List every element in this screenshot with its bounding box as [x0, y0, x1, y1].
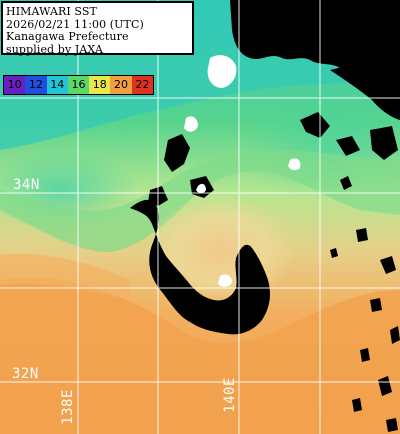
legend-cell: 20 — [110, 76, 132, 94]
land-coast-scatter — [300, 112, 398, 160]
legend-cell: 10 — [4, 76, 26, 94]
lat-label-32n: 32N — [12, 366, 39, 382]
green-swirl — [0, 150, 400, 252]
land-kanto — [230, 0, 400, 75]
land-central — [164, 134, 190, 172]
land-boso — [330, 60, 400, 120]
title-region: Kanagawa Prefecture — [6, 30, 129, 43]
cloud-gap — [288, 158, 301, 171]
warm-water — [0, 277, 400, 434]
legend-cell: 12 — [25, 76, 47, 94]
legend-cell: 22 — [131, 76, 153, 94]
legend-cell: 14 — [46, 76, 68, 94]
cloud-gap — [207, 55, 237, 88]
title-timestamp: 2026/02/21 11:00 (UTC) — [6, 17, 144, 31]
cloud-gap — [218, 274, 232, 287]
land-izu — [130, 199, 270, 335]
title-supplier: supplied by JAXA — [6, 42, 103, 56]
lon-label-138e: 138E — [60, 389, 76, 425]
cloud-gap — [196, 183, 206, 193]
temperature-legend: 10 12 14 16 18 20 22 — [3, 75, 154, 95]
title-box: HIMAWARI SST 2026/02/21 11:00 (UTC) Kana… — [1, 1, 194, 55]
cloud-gap — [184, 116, 198, 132]
legend-cell: 18 — [89, 76, 111, 94]
title-product: HIMAWARI SST — [6, 5, 97, 18]
legend-cell: 16 — [67, 76, 90, 94]
lon-label-140e: 140E — [222, 377, 238, 413]
lat-label-34n: 34N — [13, 177, 40, 193]
